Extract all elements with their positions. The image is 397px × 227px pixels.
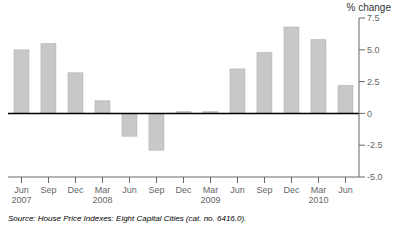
- svg-text:Mar2008: Mar2008: [92, 185, 112, 205]
- svg-text:Sep: Sep: [40, 185, 56, 195]
- svg-text:Mar2009: Mar2009: [200, 185, 220, 205]
- svg-text:-5.0: -5.0: [367, 172, 383, 182]
- svg-text:7.5: 7.5: [367, 13, 380, 23]
- svg-text:2.5: 2.5: [367, 77, 380, 87]
- html-text:Source: House Price Indexes: E: Source: House Price Indexes: Eight Capit…: [8, 214, 247, 223]
- svg-text:Dec: Dec: [283, 185, 300, 195]
- svg-text:0: 0: [367, 109, 372, 119]
- svg-text:Sep: Sep: [148, 185, 164, 195]
- svg-text:Jun: Jun: [338, 185, 353, 195]
- svg-text:Dec: Dec: [67, 185, 84, 195]
- svg-text:-2.5: -2.5: [367, 140, 383, 150]
- svg-text:5.0: 5.0: [367, 45, 380, 55]
- svg-text:Jun: Jun: [122, 185, 137, 195]
- svg-text:Jun2007: Jun2007: [11, 185, 31, 205]
- html-text:% change: % change: [346, 2, 391, 13]
- svg-text:Dec: Dec: [175, 185, 192, 195]
- svg-text:Mar2010: Mar2010: [308, 185, 328, 205]
- svg-text:Jun: Jun: [230, 185, 245, 195]
- svg-text:Sep: Sep: [256, 185, 272, 195]
